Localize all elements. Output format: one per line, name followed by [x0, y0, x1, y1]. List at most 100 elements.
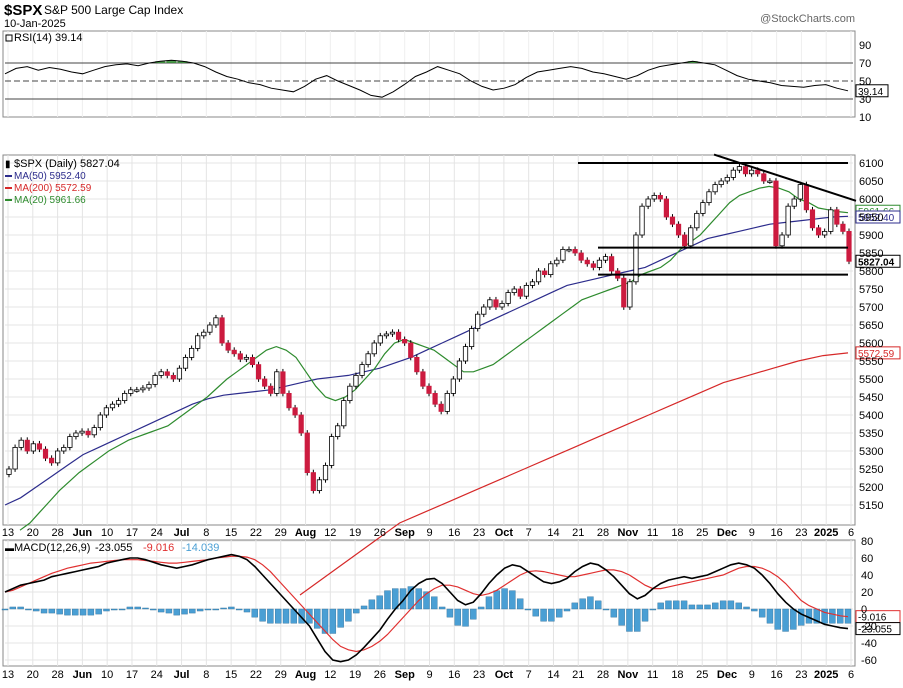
macd-histogram-bar: [524, 608, 532, 611]
macd-line-flag-box: [855, 622, 901, 636]
candle-up: [505, 292, 511, 304]
price-tick-label: 5600: [859, 338, 883, 350]
legend-spx: $SPX (Daily) 5827.04: [14, 158, 120, 170]
x-tick-label: 28: [51, 669, 63, 681]
rsi-line: [4, 59, 849, 98]
candle-down: [408, 342, 414, 358]
candle-up: [828, 209, 834, 232]
macd-line-flag: -23.055: [858, 625, 892, 636]
macd-histogram-bar: [563, 608, 571, 612]
macd-histogram-bar: [118, 608, 126, 611]
candle-up: [128, 389, 134, 394]
x-tick-label: Oct: [495, 669, 514, 681]
rsi-overbought-fill: [687, 61, 698, 63]
x-tick-label: 13: [2, 669, 14, 681]
x-tick-label: Jul: [174, 527, 190, 539]
macd-histogram-bar: [165, 608, 173, 614]
x-tick-label: Aug: [295, 669, 316, 681]
candle-down: [36, 443, 43, 450]
candle-down: [402, 338, 408, 344]
candle-up: [487, 299, 493, 308]
x-tick-label: 8: [203, 527, 209, 539]
macd-histogram-bar: [56, 608, 63, 615]
candle-down: [493, 299, 499, 308]
macd-histogram-bar: [485, 596, 493, 610]
x-tick-label: 18: [671, 527, 683, 539]
macd-histogram-bar: [228, 606, 235, 610]
candle-down: [255, 364, 262, 380]
legend-spx-icon: ▮: [5, 159, 11, 170]
macd-histogram-bar: [368, 599, 376, 610]
candle-up: [359, 364, 365, 376]
candle-up: [730, 169, 736, 178]
candle-up: [341, 400, 347, 427]
candle-down: [742, 166, 749, 175]
candle-down: [49, 457, 55, 464]
candle-down: [542, 270, 548, 275]
candle-up: [152, 374, 158, 385]
macd-histogram-bar: [782, 608, 789, 632]
price-tick-label: 5850: [859, 248, 883, 260]
ma50-flag-box: [855, 210, 901, 224]
macd-histogram-bar: [9, 606, 17, 610]
candle-up: [243, 356, 249, 360]
x-tick-label: 19: [349, 527, 361, 539]
x-tick-label: 15: [225, 527, 237, 539]
candle-up: [67, 436, 73, 448]
macd-histogram-bar: [212, 608, 219, 611]
x-tick-label: 9: [749, 669, 755, 681]
macd-histogram-bar: [353, 608, 360, 614]
candle-down: [809, 209, 816, 229]
candle-up: [347, 385, 353, 402]
rsi-overbought-fill: [166, 60, 177, 63]
macd-histogram-bar: [587, 596, 594, 610]
candle-down: [755, 169, 761, 175]
x-tick-label: 29: [275, 669, 287, 681]
x-tick-label: 16: [770, 669, 782, 681]
candle-down: [286, 392, 292, 409]
candle-up: [475, 313, 481, 330]
candle-down: [42, 448, 49, 459]
macd-histogram-bar: [680, 600, 688, 610]
price-tick-label: 5500: [859, 374, 883, 386]
candle-up: [122, 392, 128, 401]
macd-histogram-bar: [758, 608, 766, 618]
price-tick-label: 5150: [859, 500, 883, 512]
candle-up: [182, 356, 189, 369]
candle-up: [469, 328, 475, 348]
macd-histogram-bar: [337, 608, 344, 628]
rsi-tick-label: 30: [859, 94, 871, 106]
macd-histogram-bar: [48, 608, 56, 614]
watermark: @StockCharts.com: [760, 13, 855, 25]
macd-histogram-bar: [493, 590, 500, 610]
candle-up: [718, 180, 724, 185]
macd-histogram-bar: [829, 608, 836, 624]
candle-up: [316, 479, 323, 491]
candle-up: [158, 371, 164, 376]
macd-histogram-bar: [40, 608, 48, 614]
x-tick-label: Dec: [717, 669, 737, 681]
candle-up: [456, 360, 463, 380]
candle-up: [73, 432, 79, 437]
candle-up: [481, 306, 487, 315]
candle-down: [395, 331, 402, 340]
price-tick-label: 6050: [859, 176, 883, 188]
x-tick-label: 28: [51, 527, 63, 539]
candle-up: [822, 230, 828, 236]
macd-histogram-bar: [727, 600, 735, 610]
candle-down: [517, 288, 523, 297]
x-tick-label: 25: [696, 527, 708, 539]
x-tick-label: Jun: [73, 527, 93, 539]
candle-down: [280, 371, 286, 394]
macd-histogram-bar: [735, 602, 742, 610]
macd-histogram-bar: [87, 608, 95, 616]
rsi-layer: 39.14: [4, 59, 889, 98]
candle-up: [724, 176, 730, 182]
candle-down: [85, 430, 91, 436]
price-tick-label: 6100: [859, 158, 883, 170]
macd-histogram-bar: [696, 604, 703, 610]
candle-down: [578, 252, 584, 261]
candle-up: [6, 468, 12, 475]
macd-histogram-bar: [134, 606, 141, 610]
